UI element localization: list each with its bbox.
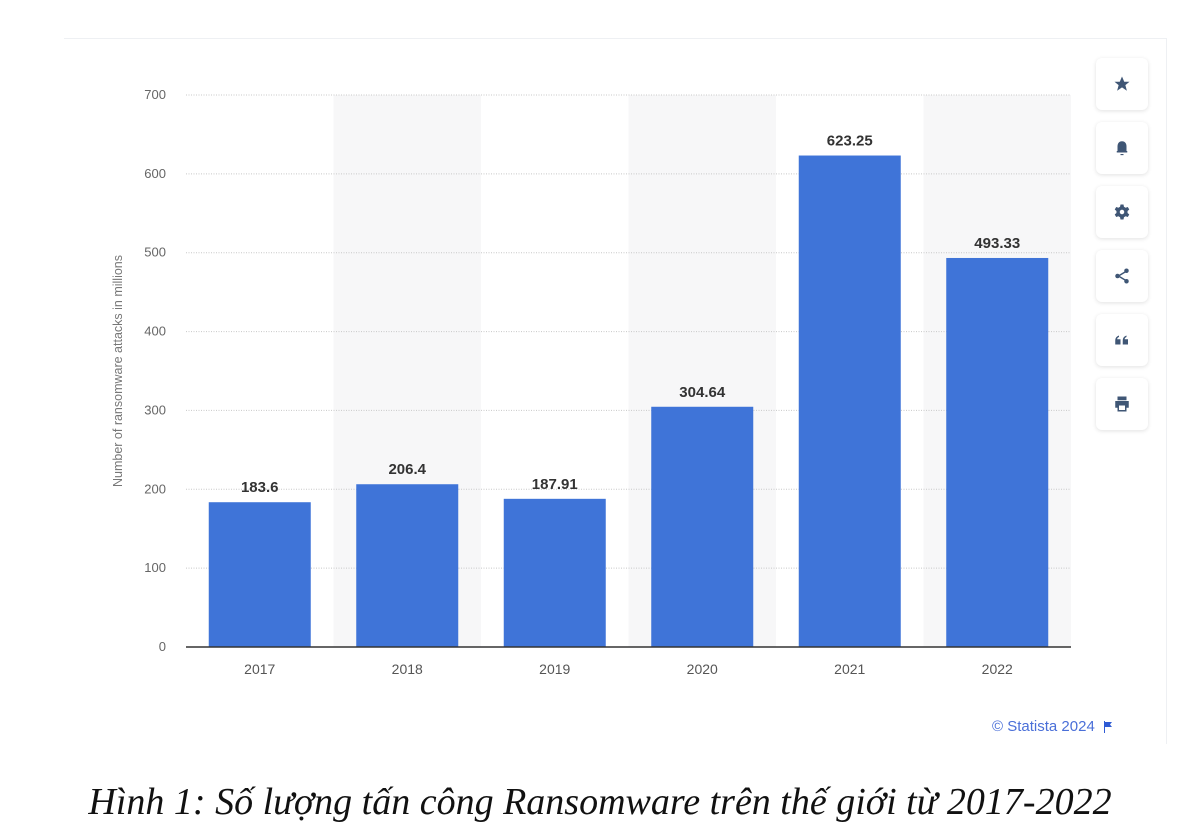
data-label: 183.6 — [241, 479, 279, 496]
quote-icon — [1115, 335, 1128, 345]
settings-button[interactable] — [1096, 186, 1148, 238]
y-axis-label: Number of ransomware attacks in millions — [111, 255, 125, 487]
bell-icon — [1116, 141, 1128, 156]
chart-toolbar — [1096, 58, 1148, 442]
data-label: 493.33 — [974, 235, 1020, 252]
bar-2022 — [946, 257, 1049, 647]
print-button[interactable] — [1096, 378, 1148, 430]
cite-button[interactable] — [1096, 314, 1148, 366]
x-tick-label: 2018 — [392, 661, 423, 677]
data-label: 304.64 — [679, 384, 726, 401]
bar-2020 — [651, 406, 754, 647]
bar-chart: 0 100 200 300 400 500 600 700 Number of ransomwa… — [111, 87, 1071, 677]
y-tick-label: 300 — [144, 402, 166, 417]
bar-2019 — [503, 498, 606, 647]
bar-2021 — [798, 155, 901, 647]
x-tick-label: 2021 — [834, 661, 865, 677]
chart-card — [64, 38, 1167, 744]
x-tick-label: 2019 — [539, 661, 570, 677]
notification-button[interactable] — [1096, 122, 1148, 174]
x-tick-label: 2017 — [244, 661, 275, 677]
flag-icon — [1103, 720, 1112, 733]
x-tick-label: 2020 — [687, 661, 718, 677]
bar-2018 — [356, 484, 459, 647]
y-tick-label: 500 — [144, 245, 166, 260]
y-tick-label: 400 — [144, 324, 166, 339]
y-tick-label: 600 — [144, 166, 166, 181]
print-icon — [1115, 396, 1129, 412]
y-tick-label: 0 — [159, 639, 166, 654]
share-button[interactable] — [1096, 250, 1148, 302]
figure-caption: Hình 1: Số lượng tấn công Ransomware trê… — [88, 781, 1112, 823]
credit-text: © Statista 2024 — [992, 718, 1095, 735]
share-icon — [1115, 268, 1129, 284]
y-tick-label: 700 — [144, 87, 166, 102]
star-icon — [1114, 76, 1130, 91]
data-label: 623.25 — [827, 133, 873, 150]
statista-credit[interactable]: © Statista 2024 — [992, 718, 1113, 735]
data-label: 206.4 — [388, 461, 426, 478]
y-tick-label: 200 — [144, 481, 166, 496]
y-tick-label: 100 — [144, 560, 166, 575]
data-label: 187.91 — [532, 476, 578, 493]
x-tick-label: 2022 — [982, 661, 1013, 677]
gear-icon — [1114, 204, 1130, 220]
favorite-button[interactable] — [1096, 58, 1148, 110]
bar-2017 — [208, 502, 311, 647]
